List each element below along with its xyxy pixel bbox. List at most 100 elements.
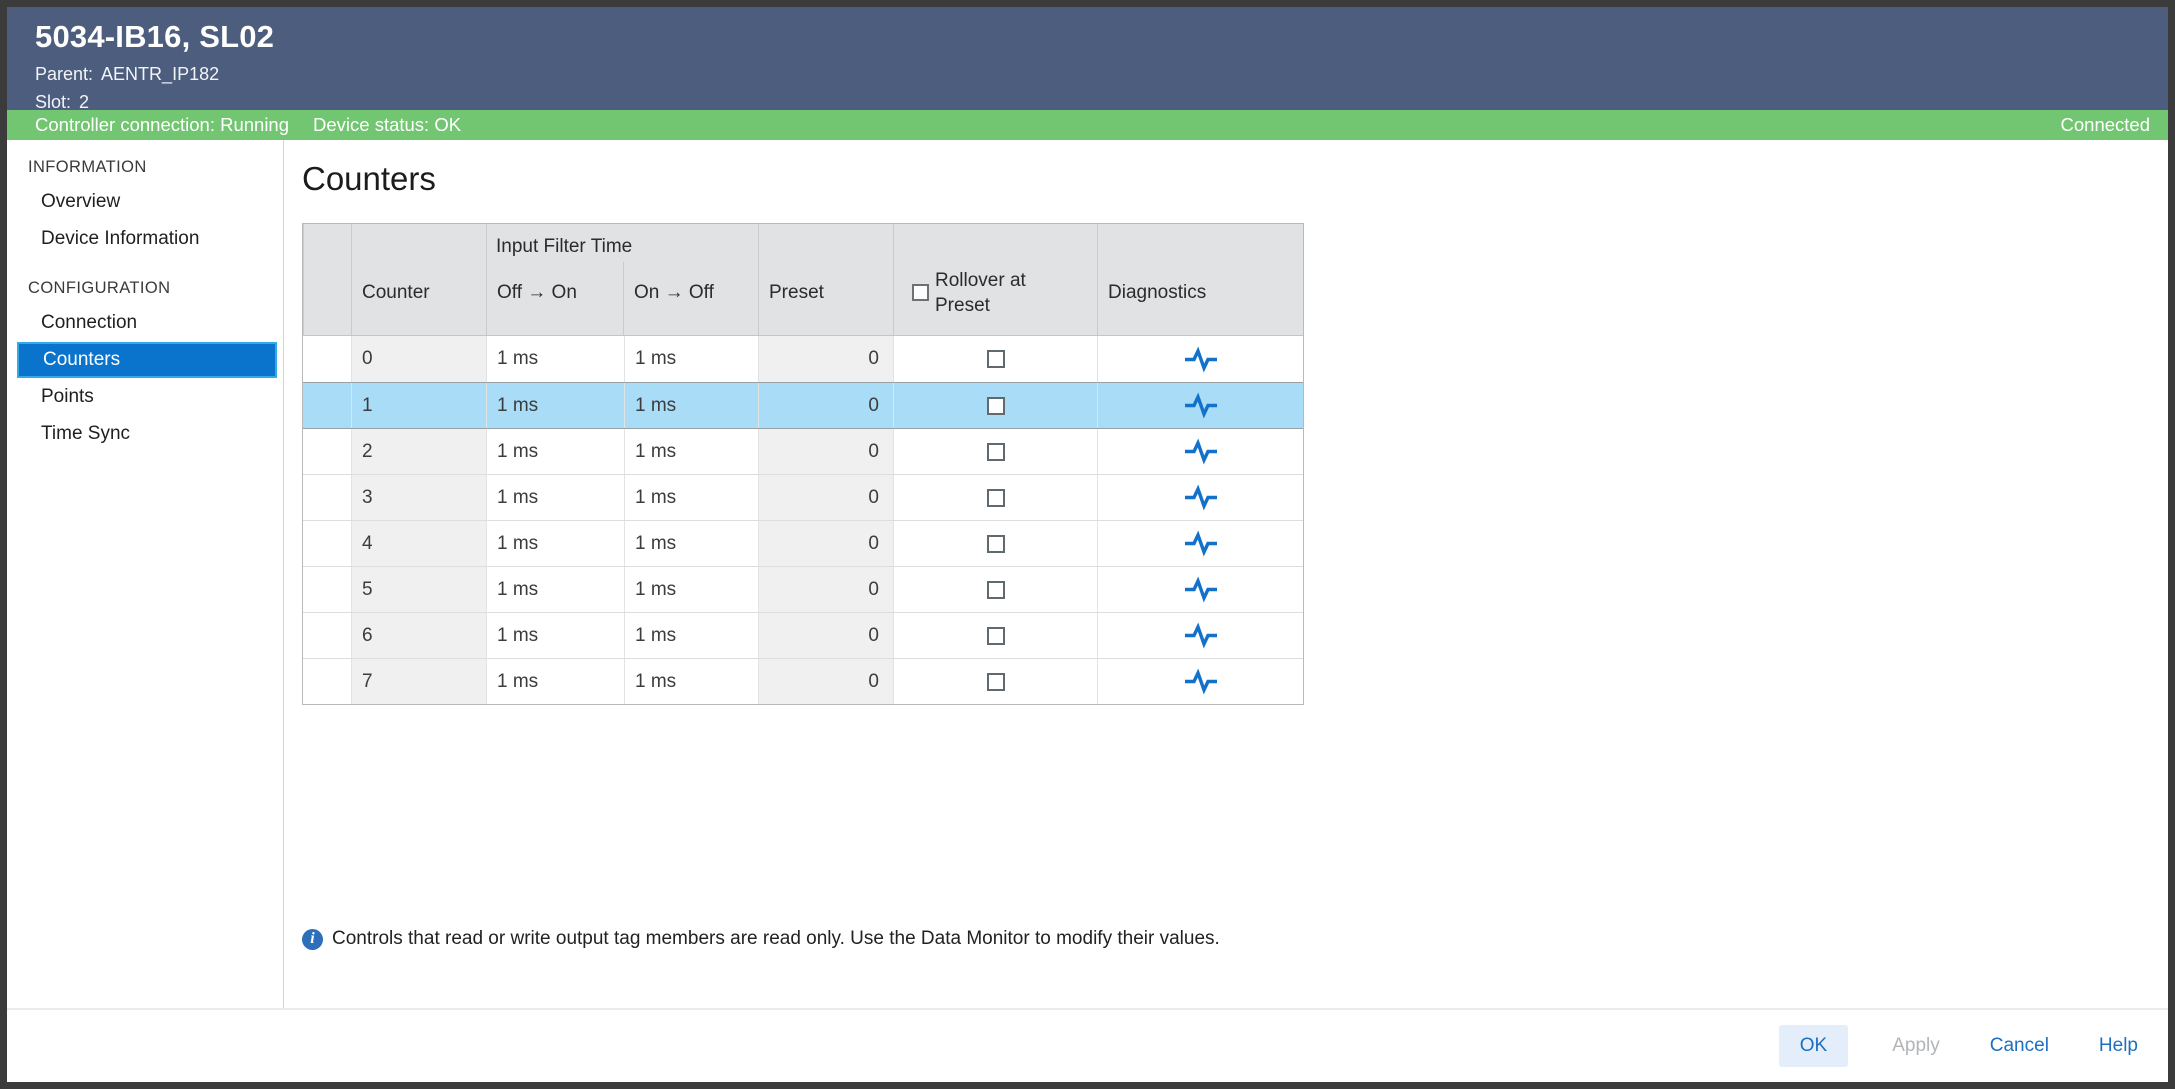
rollover-all-checkbox[interactable]: [912, 284, 929, 301]
table-body: 0 1 ms 1 ms 0 1 1 ms 1 ms 0: [303, 336, 1303, 704]
row-selector-cell[interactable]: [303, 567, 351, 612]
row-selector-cell[interactable]: [303, 659, 351, 704]
diagnostics-waveform-icon[interactable]: [1183, 484, 1219, 511]
on-off-filter-cell[interactable]: 1 ms: [624, 336, 758, 382]
diagnostics-waveform-icon[interactable]: [1183, 576, 1219, 603]
row-selector-cell[interactable]: [303, 429, 351, 474]
col-header-rollover-label: Rollover at Preset: [935, 269, 1026, 316]
sidebar-section-information: INFORMATION: [28, 158, 147, 176]
preset-cell: 0: [758, 336, 893, 382]
rollover-checkbox[interactable]: [986, 580, 1005, 599]
diagnostics-waveform-icon[interactable]: [1183, 438, 1219, 465]
off-on-filter-cell[interactable]: 1 ms: [486, 521, 624, 566]
col-header-counter: Counter: [351, 224, 486, 335]
row-selector-cell[interactable]: [303, 613, 351, 658]
rollover-checkbox[interactable]: [986, 672, 1005, 691]
readonly-note-text: Controls that read or write output tag m…: [332, 928, 1220, 949]
footer-bar: OK Apply Cancel Help: [7, 1008, 2168, 1082]
rollover-checkbox[interactable]: [986, 534, 1005, 553]
counter-cell: 1: [351, 383, 486, 428]
rollover-cell: [893, 613, 1097, 658]
table-row: 2 1 ms 1 ms 0: [303, 428, 1303, 474]
off-on-filter-cell[interactable]: 1 ms: [486, 383, 624, 428]
row-selector-cell[interactable]: [303, 475, 351, 520]
counter-cell: 6: [351, 613, 486, 658]
connected-status: Connected: [2060, 114, 2150, 135]
off-on-filter-cell[interactable]: 1 ms: [486, 659, 624, 704]
col-header-row-selector: [303, 224, 351, 335]
sidebar-nav: INFORMATION Overview Device Information …: [7, 140, 284, 1008]
page-title: 5034-IB16, SL02: [35, 19, 275, 54]
sidebar-item-time-sync[interactable]: Time Sync: [41, 423, 131, 444]
on-off-filter-cell[interactable]: 1 ms: [624, 567, 758, 612]
off-on-filter-cell[interactable]: 1 ms: [486, 429, 624, 474]
on-off-filter-cell[interactable]: 1 ms: [624, 659, 758, 704]
rollover-cell: [893, 383, 1097, 428]
preset-cell: 0: [758, 429, 893, 474]
counter-cell: 3: [351, 475, 486, 520]
rollover-checkbox[interactable]: [986, 350, 1005, 368]
rollover-checkbox[interactable]: [986, 442, 1005, 461]
rollover-checkbox[interactable]: [986, 488, 1005, 507]
off-on-filter-cell[interactable]: 1 ms: [486, 567, 624, 612]
content-area: INFORMATION Overview Device Information …: [7, 140, 2168, 1008]
row-selector-cell[interactable]: [303, 521, 351, 566]
on-off-filter-cell[interactable]: 1 ms: [624, 521, 758, 566]
on-off-filter-cell[interactable]: 1 ms: [624, 613, 758, 658]
rollover-checkbox[interactable]: [986, 626, 1005, 645]
sidebar-item-counters[interactable]: Counters: [17, 342, 277, 378]
rollover-cell: [893, 659, 1097, 704]
diagnostics-cell: [1097, 613, 1303, 658]
diagnostics-cell: [1097, 659, 1303, 704]
rollover-checkbox[interactable]: [986, 396, 1005, 415]
diagnostics-waveform-icon[interactable]: [1183, 668, 1219, 695]
sidebar-item-points[interactable]: Points: [41, 386, 94, 407]
table-row: 4 1 ms 1 ms 0: [303, 520, 1303, 566]
col-group-input-filter-time: Input Filter Time: [496, 236, 633, 257]
diagnostics-cell: [1097, 521, 1303, 566]
sidebar-item-connection[interactable]: Connection: [41, 312, 138, 333]
on-off-filter-cell[interactable]: 1 ms: [624, 383, 758, 428]
diagnostics-waveform-icon[interactable]: [1183, 392, 1219, 419]
col-header-preset: Preset: [758, 224, 893, 335]
diagnostics-waveform-icon[interactable]: [1183, 622, 1219, 649]
col-header-rollover: Rollover at Preset: [893, 224, 1097, 335]
counter-cell: 5: [351, 567, 486, 612]
off-on-filter-cell[interactable]: 1 ms: [486, 336, 624, 382]
controller-connection-status: Controller connection: Running: [35, 114, 290, 135]
preset-cell: 0: [758, 475, 893, 520]
rollover-cell: [893, 521, 1097, 566]
section-heading: Counters: [302, 160, 436, 197]
ok-button[interactable]: OK: [1778, 1025, 1849, 1067]
row-selector-cell[interactable]: [303, 336, 351, 382]
parent-value: AENTR_IP182: [101, 64, 220, 84]
rollover-cell: [893, 429, 1097, 474]
counter-cell: 0: [351, 336, 486, 382]
device-status: Device status: OK: [313, 114, 462, 135]
counters-table: Input Filter Time Counter Off → On On → …: [302, 223, 1304, 705]
table-row: 3 1 ms 1 ms 0: [303, 474, 1303, 520]
sidebar-item-overview[interactable]: Overview: [41, 191, 121, 212]
counter-cell: 7: [351, 659, 486, 704]
off-on-filter-cell[interactable]: 1 ms: [486, 613, 624, 658]
row-selector-cell[interactable]: [303, 383, 351, 428]
cancel-button[interactable]: Cancel: [1984, 1025, 2055, 1067]
help-button[interactable]: Help: [2093, 1025, 2144, 1067]
apply-button[interactable]: Apply: [1886, 1025, 1946, 1067]
col-header-on-off: On → Off: [623, 224, 758, 335]
parent-line: Parent: AENTR_IP182: [35, 64, 2140, 85]
table-row: 6 1 ms 1 ms 0: [303, 612, 1303, 658]
on-off-filter-cell[interactable]: 1 ms: [624, 429, 758, 474]
off-on-filter-cell[interactable]: 1 ms: [486, 475, 624, 520]
diagnostics-waveform-icon[interactable]: [1183, 530, 1219, 557]
diagnostics-cell: [1097, 429, 1303, 474]
diagnostics-waveform-icon[interactable]: [1183, 346, 1219, 373]
title-bar: 5034-IB16, SL02 Parent: AENTR_IP182 Slot:…: [7, 7, 2168, 112]
readonly-note: i Controls that read or write output tag…: [302, 928, 1220, 950]
preset-cell: 0: [758, 383, 893, 428]
on-off-filter-cell[interactable]: 1 ms: [624, 475, 758, 520]
slot-value: 2: [79, 92, 90, 112]
sidebar-item-device-information[interactable]: Device Information: [41, 228, 200, 249]
table-row: 7 1 ms 1 ms 0: [303, 658, 1303, 704]
